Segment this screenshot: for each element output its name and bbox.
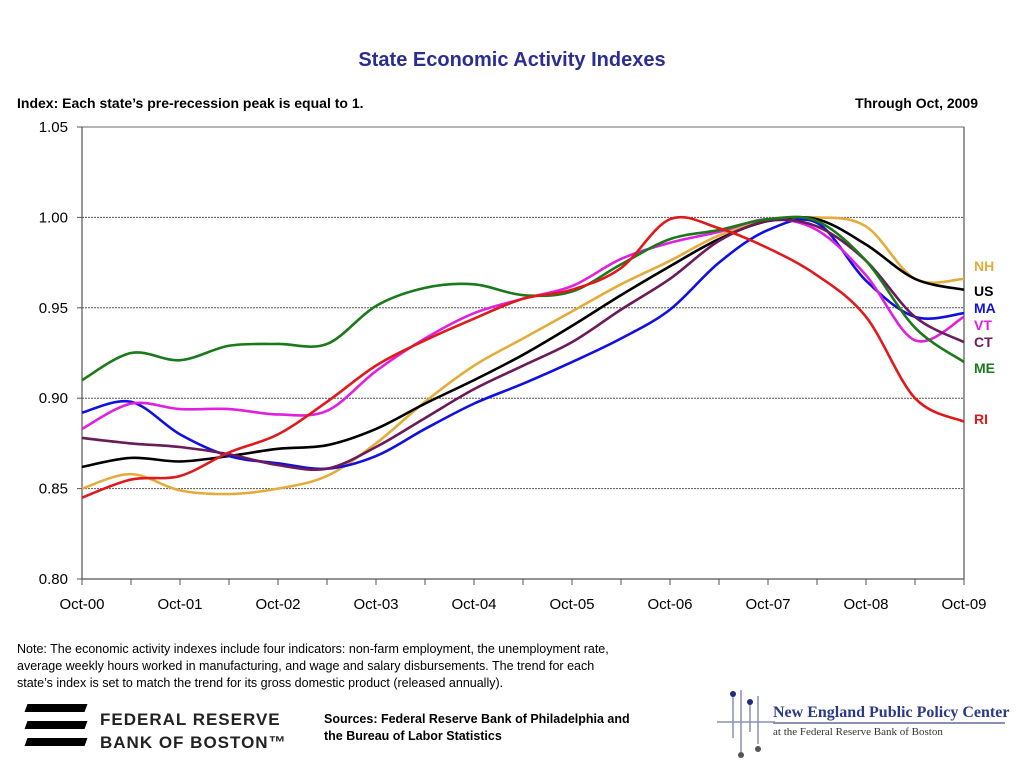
series-line-us <box>81 215 965 469</box>
legend-item-vt: VT <box>974 317 992 333</box>
chart-title: State Economic Activity Indexes <box>358 49 666 71</box>
y-tick-label: 0.95 <box>39 300 68 317</box>
series-line-me <box>81 215 965 382</box>
sources-line: the Bureau of Labor Statistics <box>324 729 502 743</box>
nepp-subtitle: at the Federal Reserve Bank of Boston <box>773 726 943 738</box>
x-tick-label: Oct-08 <box>843 596 888 613</box>
logo-bar-icon <box>24 721 88 729</box>
x-tick-label: Oct-07 <box>745 596 790 613</box>
nepp-logo: New England Public Policy Center at the … <box>715 680 1009 760</box>
x-tick-label: Oct-00 <box>59 596 104 613</box>
series-line-vt <box>81 217 965 431</box>
x-tick-label: Oct-04 <box>451 596 496 613</box>
sources: Sources: Federal Reserve Bank of Philade… <box>324 711 630 745</box>
footnote: Note: The economic activity indexes incl… <box>17 641 677 692</box>
legend-item-ct: CT <box>974 334 993 350</box>
sources-line: Sources: Federal Reserve Bank of Philade… <box>324 712 630 726</box>
x-tick-label: Oct-09 <box>941 596 986 613</box>
legend-item-me: ME <box>974 360 995 376</box>
series-line-ri <box>81 215 965 499</box>
footnote-line: average weekly hours worked in manufactu… <box>17 659 595 673</box>
grid-layer <box>82 216 964 490</box>
chart-subtitle: Index: Each state’s pre-recession peak i… <box>17 95 364 111</box>
legend-item-nh: NH <box>974 258 994 274</box>
series-line-nh <box>81 215 965 496</box>
y-tick-label: 1.05 <box>39 119 68 136</box>
legend-item-ma: MA <box>974 300 996 316</box>
logo-text-line1: FEDERAL RESERVE <box>100 710 281 729</box>
x-tick-label: Oct-05 <box>549 596 594 613</box>
y-tick-label: 0.85 <box>39 481 68 498</box>
logo-bar-icon <box>24 738 88 746</box>
x-tick-label: Oct-02 <box>255 596 300 613</box>
x-tick-label: Oct-06 <box>647 596 692 613</box>
y-tick-label: 0.80 <box>39 571 68 588</box>
series-layer <box>81 215 965 499</box>
legend-item-us: US <box>974 283 993 299</box>
series-line-ma <box>81 218 965 471</box>
logo-text-line2: BANK OF BOSTON™ <box>100 733 287 752</box>
federal-reserve-boston-logo: FEDERAL RESERVE BANK OF BOSTON™ <box>24 704 296 754</box>
x-tick-label: Oct-01 <box>157 596 202 613</box>
nepp-emblem-icon <box>717 690 775 758</box>
footnote-line: Note: The economic activity indexes incl… <box>17 642 609 656</box>
x-tick-label: Oct-03 <box>353 596 398 613</box>
series-line-ct <box>81 218 965 472</box>
axes-layer: 1.05 1.00 0.95 0.90 0.85 0.80 Oct-00 Oct-01 Oct-… <box>39 119 987 613</box>
y-tick-label: 0.90 <box>39 390 68 407</box>
footnote-line: state’s index is set to match the trend … <box>17 676 504 690</box>
logo-bar-icon <box>24 704 88 712</box>
nepp-name: New England Public Policy Center <box>773 704 1010 721</box>
y-tick-label: 1.00 <box>39 209 68 226</box>
line-chart: 1.05 1.00 0.95 0.90 0.85 0.80 Oct-00 Oct-01 Oct-… <box>39 119 996 613</box>
nepp-rule <box>773 722 1005 724</box>
through-date: Through Oct, 2009 <box>855 95 978 111</box>
legend-item-ri: RI <box>974 411 988 427</box>
